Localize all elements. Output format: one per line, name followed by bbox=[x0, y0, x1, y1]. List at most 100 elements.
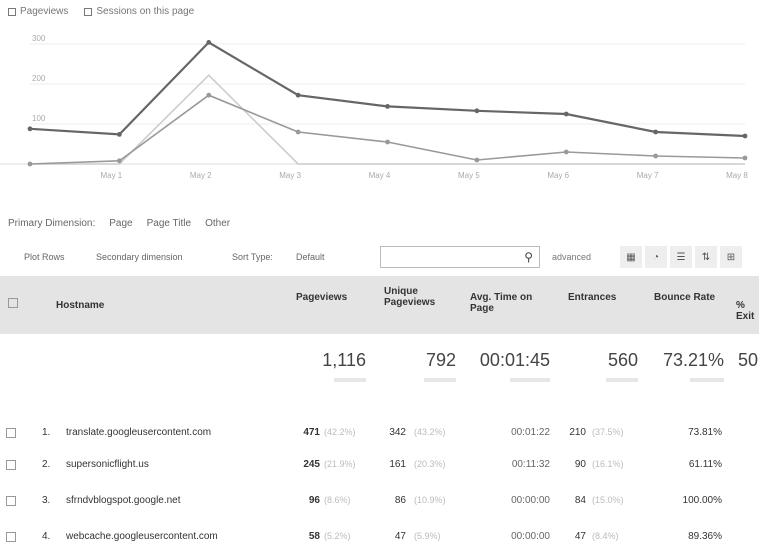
data-point[interactable] bbox=[563, 149, 569, 155]
data-point[interactable] bbox=[474, 108, 480, 114]
row-unique-pageviews: 161 bbox=[389, 459, 406, 470]
row-bounce-rate: 61.11% bbox=[688, 459, 722, 470]
data-point[interactable] bbox=[27, 161, 33, 167]
data-point[interactable] bbox=[295, 92, 301, 98]
checkbox-icon bbox=[84, 7, 93, 16]
totals-row: 1,116 792 00:01:45 560 73.21% 50 bbox=[0, 340, 759, 410]
total-pageviews: 1,116 bbox=[322, 350, 366, 370]
legend-label: Sessions on this page bbox=[96, 6, 195, 17]
comparison-view-icon[interactable]: ⇅ bbox=[695, 246, 717, 268]
row-index: 4. bbox=[42, 531, 51, 542]
row-entrances-percent: (37.5%) bbox=[592, 427, 624, 437]
data-point[interactable] bbox=[385, 139, 390, 145]
x-tick-label: May 5 bbox=[458, 171, 480, 180]
row-avg-time: 00:00:00 bbox=[511, 531, 550, 542]
primary-dimension-label: Primary Dimension: bbox=[8, 218, 96, 229]
x-tick-label: May 4 bbox=[369, 171, 391, 180]
table-row[interactable]: 4. webcache.googleusercontent.com 58 (5.2%)… bbox=[0, 522, 759, 554]
col-header-entrances[interactable]: Entrances bbox=[568, 292, 617, 303]
view-toggle-group: ▦ ◔ ☰ ⇅ ⊞ bbox=[620, 246, 745, 268]
data-point[interactable] bbox=[385, 104, 390, 109]
row-pageviews-percent: (8.6%) bbox=[324, 495, 351, 505]
row-pageviews: 58 bbox=[308, 531, 320, 542]
search-icon[interactable]: ⚲ bbox=[524, 250, 533, 264]
row-pageviews: 96 bbox=[308, 495, 320, 506]
table-header: Hostname Pageviews Unique Pageviews Avg.… bbox=[0, 276, 759, 334]
col-header-pageviews[interactable]: Pageviews bbox=[296, 292, 348, 303]
table-search-input[interactable]: ⚲ bbox=[380, 246, 540, 268]
x-tick-label: May 2 bbox=[190, 171, 212, 180]
pivot-view-icon[interactable]: ⊞ bbox=[720, 246, 742, 268]
select-all-checkbox[interactable] bbox=[8, 298, 18, 308]
row-pageviews-percent: (42.2%) bbox=[324, 427, 356, 437]
data-point[interactable] bbox=[742, 155, 748, 161]
checkbox-icon bbox=[8, 7, 16, 16]
row-unique-percent: (5.9%) bbox=[414, 531, 441, 541]
data-point[interactable] bbox=[742, 133, 748, 139]
dimension-option-title[interactable]: Page Title bbox=[146, 218, 192, 229]
y-tick-label: 300 bbox=[32, 34, 46, 43]
data-point[interactable] bbox=[206, 40, 212, 45]
row-checkbox[interactable] bbox=[6, 428, 16, 438]
line-chart: 300 200 100 May 1 May 2 May 3 May 4 May 5 May 6 M… bbox=[0, 34, 748, 180]
data-point[interactable] bbox=[653, 153, 659, 159]
row-entrances-percent: (8.4%) bbox=[592, 531, 619, 541]
percentage-view-icon[interactable]: ◔ bbox=[645, 246, 667, 268]
advanced-filter-link[interactable]: advanced bbox=[552, 252, 592, 262]
row-hostname-link[interactable]: supersonicflight.us bbox=[66, 459, 149, 470]
dimension-option-other[interactable]: Other bbox=[205, 218, 231, 229]
row-unique-pageviews: 342 bbox=[389, 427, 406, 438]
row-entrances-percent: (16.1%) bbox=[592, 459, 624, 469]
table-row[interactable]: 1. translate.googleusercontent.com 471 (42.… bbox=[0, 418, 759, 450]
total-unique-pageviews: 792 bbox=[425, 350, 456, 370]
data-point[interactable] bbox=[206, 92, 212, 98]
data-point[interactable] bbox=[295, 129, 301, 135]
col-header-unique-pageviews[interactable]: Unique Pageviews bbox=[384, 286, 436, 308]
total-exit: 50 bbox=[738, 350, 759, 370]
row-checkbox[interactable] bbox=[6, 496, 16, 506]
row-hostname-link[interactable]: sfrndvblogspot.google.net bbox=[66, 495, 181, 506]
row-entrances: 90 bbox=[574, 459, 586, 470]
data-point[interactable] bbox=[474, 157, 480, 163]
row-hostname-link[interactable]: webcache.googleusercontent.com bbox=[66, 531, 218, 542]
row-pageviews: 245 bbox=[303, 459, 320, 470]
row-unique-percent: (20.3%) bbox=[414, 459, 446, 469]
legend-item-pageviews[interactable]: Pageviews bbox=[8, 6, 68, 17]
col-header-page[interactable]: Hostname bbox=[56, 300, 105, 311]
data-point[interactable] bbox=[563, 111, 569, 117]
x-tick-label: May 7 bbox=[637, 171, 659, 180]
data-point[interactable] bbox=[653, 129, 659, 135]
series-line bbox=[29, 41, 746, 138]
data-point[interactable] bbox=[116, 132, 122, 137]
dimension-option-page[interactable]: Page bbox=[109, 218, 133, 229]
series-line bbox=[30, 74, 745, 165]
y-tick-label: 200 bbox=[32, 74, 46, 83]
col-header-bounce-rate[interactable]: Bounce Rate bbox=[654, 292, 716, 303]
data-point[interactable] bbox=[116, 158, 122, 164]
row-unique-percent: (43.2%) bbox=[414, 427, 446, 437]
plot-rows-button[interactable]: Plot Rows bbox=[24, 252, 65, 262]
row-checkbox[interactable] bbox=[6, 460, 16, 470]
row-checkbox[interactable] bbox=[6, 532, 16, 542]
table-row[interactable]: 2. supersonicflight.us 245 (21.9%) 161 (20.3%… bbox=[0, 450, 759, 482]
row-bounce-rate: 89.36% bbox=[688, 531, 722, 542]
row-avg-time: 00:00:00 bbox=[511, 495, 550, 506]
col-header-avg-time[interactable]: Avg. Time on Page bbox=[470, 292, 533, 314]
table-row[interactable]: 3. sfrndvblogspot.google.net 96 (8.6%) 86 (10… bbox=[0, 486, 759, 518]
performance-view-icon[interactable]: ☰ bbox=[670, 246, 692, 268]
col-header-exit[interactable]: % Exit bbox=[736, 300, 755, 322]
row-index: 1. bbox=[42, 427, 51, 438]
legend-item-sessions[interactable]: Sessions on this page bbox=[84, 6, 194, 17]
sort-type-dropdown[interactable]: Default bbox=[296, 252, 325, 262]
total-subtext bbox=[334, 378, 366, 382]
row-hostname-link[interactable]: translate.googleusercontent.com bbox=[66, 427, 212, 438]
row-unique-percent: (10.9%) bbox=[414, 495, 446, 505]
row-avg-time: 00:11:32 bbox=[511, 459, 550, 470]
data-point[interactable] bbox=[27, 126, 33, 132]
row-unique-pageviews: 47 bbox=[394, 531, 406, 542]
secondary-dimension-dropdown[interactable]: Secondary dimension bbox=[96, 252, 183, 262]
sort-type-label: Sort Type: bbox=[232, 252, 273, 262]
data-view-icon[interactable]: ▦ bbox=[620, 246, 642, 268]
total-subtext bbox=[690, 378, 724, 382]
row-entrances: 210 bbox=[569, 427, 586, 438]
